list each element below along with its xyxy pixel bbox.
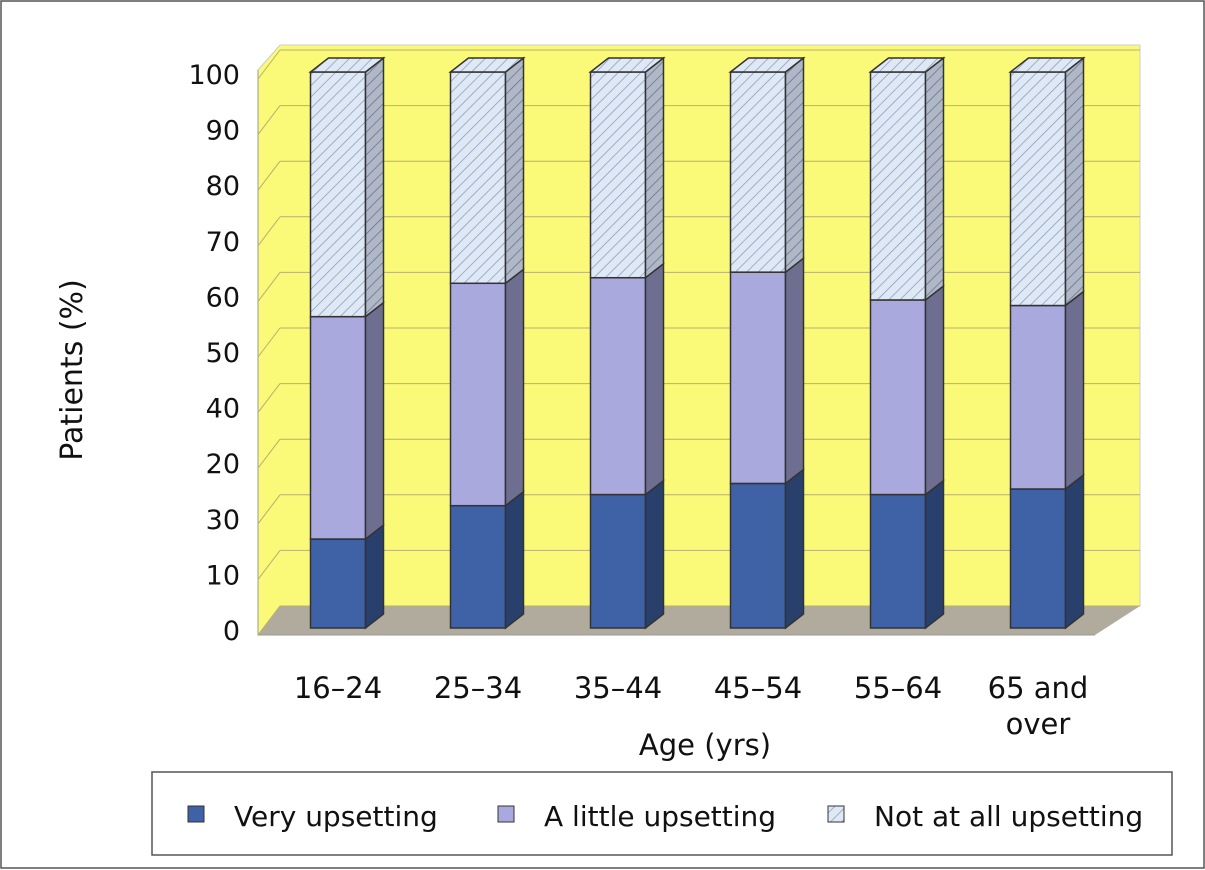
grid-line (257, 383, 281, 413)
grid-line (257, 327, 281, 358)
legend-label: Very upsetting (234, 800, 438, 833)
x-axis-title: Age (yrs) (639, 728, 771, 762)
bar-top (448, 57, 526, 73)
bar-segment (729, 482, 787, 629)
bar-segment (449, 282, 507, 507)
x-tick-label: 65 and over (987, 671, 1089, 741)
y-tick-label: 10 (206, 560, 240, 591)
x-tick-label: 45–54 (713, 671, 803, 705)
y-axis-title: Patients (%) (55, 279, 90, 461)
floor (258, 606, 1140, 635)
legend-swatch (827, 805, 845, 823)
bar-segment (729, 271, 787, 485)
bar-segment (309, 71, 367, 318)
y-tick-label: 90 (206, 116, 240, 147)
bar-side (924, 479, 945, 630)
grid-line (257, 272, 281, 302)
bar-top (728, 57, 806, 73)
bar-segment (449, 71, 507, 285)
bar-segment (589, 71, 647, 279)
bar-side (504, 490, 525, 630)
bar-segment (1009, 304, 1067, 490)
bar-segment (449, 504, 507, 629)
grid-line (257, 160, 281, 191)
bar-segment (869, 71, 927, 301)
bar-side (1064, 289, 1085, 491)
bar-segment (1009, 71, 1067, 307)
x-tick-label: 55–64 (853, 671, 943, 705)
bar-side (364, 301, 385, 541)
bar-side (784, 467, 805, 630)
bar-side (644, 56, 665, 280)
bar-top (868, 57, 946, 73)
bar-segment (729, 71, 787, 273)
y-tick-label: 20 (206, 449, 240, 480)
legend-swatch (497, 805, 515, 823)
bar-side (644, 262, 665, 497)
y-tick-label: 40 (206, 394, 240, 425)
back-wall (257, 44, 1141, 637)
bar-side (924, 56, 945, 302)
bar-side (1064, 473, 1085, 630)
bar-segment (1009, 488, 1067, 629)
y-tick-label: 60 (206, 282, 240, 313)
grid-line (257, 605, 281, 636)
bar-side (784, 56, 805, 274)
y-tick-label: 30 (206, 505, 240, 536)
legend-swatch (187, 805, 205, 823)
bar-side (504, 267, 525, 508)
bar-side (784, 256, 805, 485)
bar-segment (309, 538, 367, 629)
grid-line (257, 438, 281, 469)
y-tick-label: 70 (206, 227, 240, 258)
grid-line (257, 216, 281, 247)
bar-segment (309, 315, 367, 540)
x-tick-label: 35–44 (573, 671, 663, 705)
bar-top (588, 57, 666, 73)
legend-label: Not at all upsetting (874, 800, 1143, 833)
bar-segment (589, 493, 647, 629)
bar-side (924, 284, 945, 497)
x-tick-label: 25–34 (433, 671, 523, 705)
legend (151, 771, 1173, 856)
y-tick-label: 80 (206, 171, 240, 202)
bar-segment (869, 299, 927, 496)
grid-line (257, 550, 281, 580)
bar-side (364, 56, 385, 319)
bar-side (504, 56, 525, 285)
y-tick-label: 50 (206, 338, 240, 369)
bar-side (644, 479, 665, 630)
y-tick-label: 100 (188, 60, 240, 91)
grid-line (257, 105, 281, 135)
grid-line (257, 49, 281, 80)
bar-segment (869, 493, 927, 629)
bar-top (308, 57, 386, 73)
x-tick-label: 16–24 (293, 671, 383, 705)
bar-side (364, 523, 385, 630)
legend-label: A little upsetting (544, 800, 776, 833)
grid-line (257, 494, 281, 525)
bar-segment (589, 276, 647, 496)
bar-side (1064, 56, 1085, 308)
y-tick-label: 0 (223, 616, 240, 647)
bar-top (1008, 57, 1086, 73)
